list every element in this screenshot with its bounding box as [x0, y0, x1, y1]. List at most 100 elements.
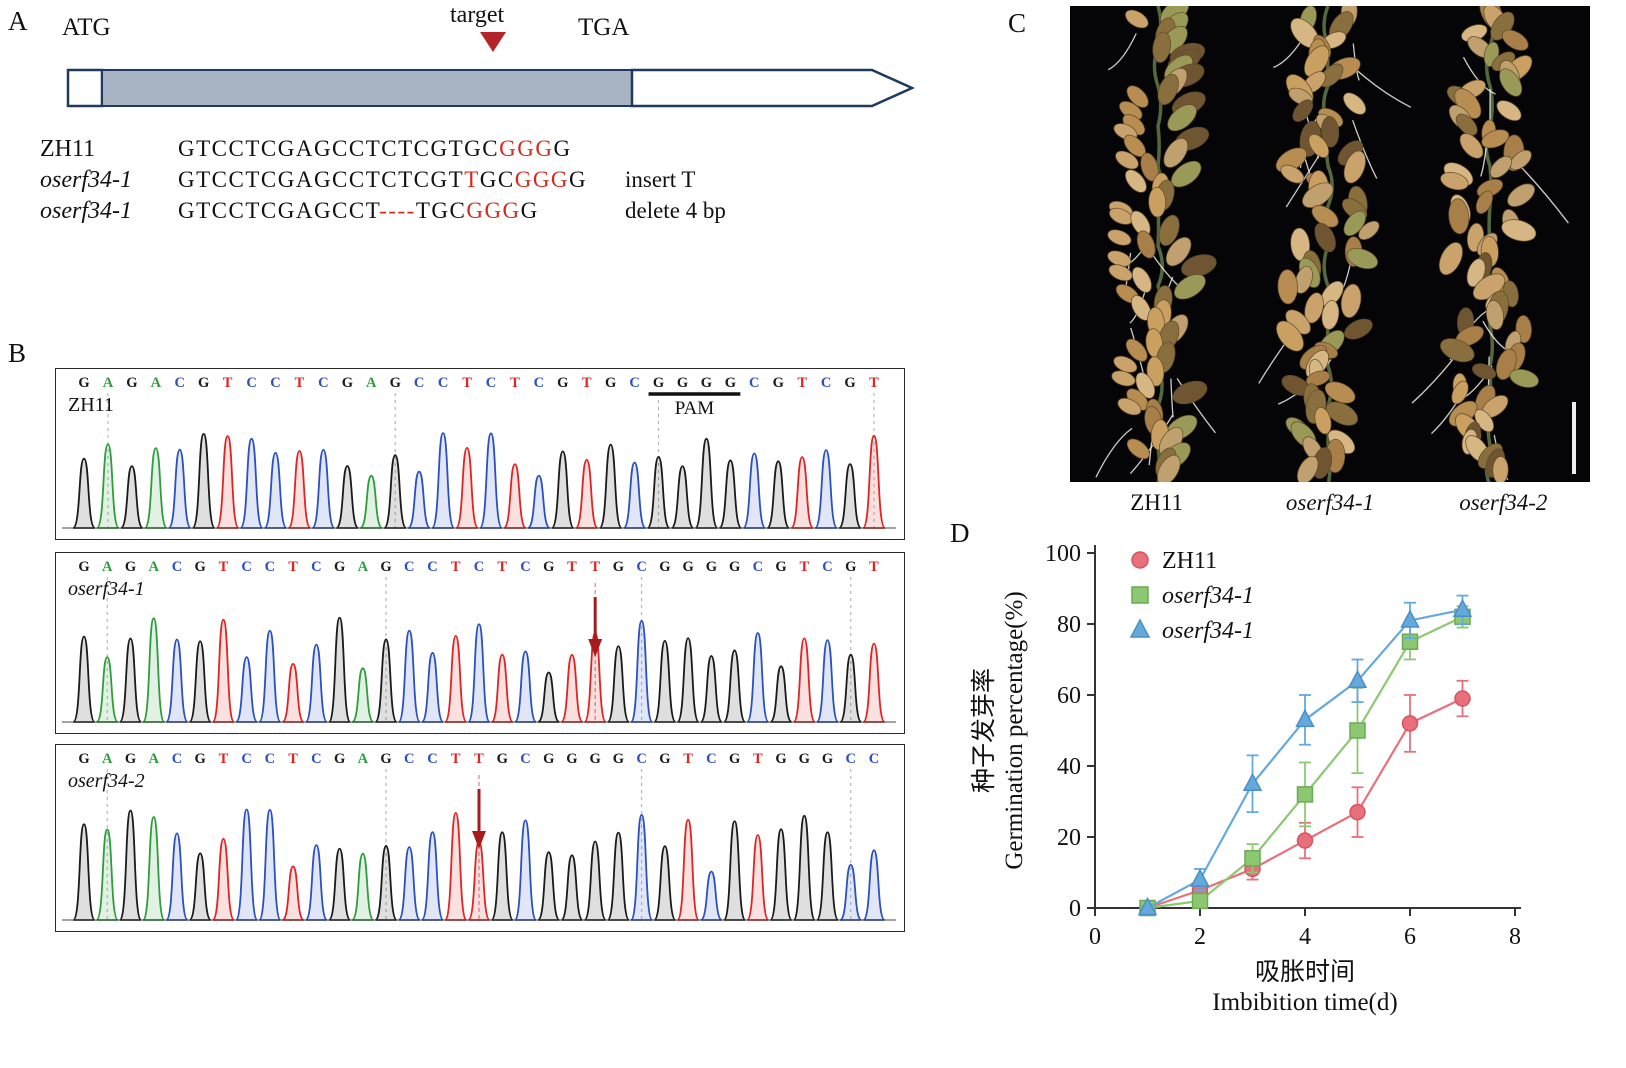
- svg-text:C: C: [629, 375, 639, 391]
- svg-text:T: T: [223, 375, 233, 391]
- svg-text:G: G: [342, 375, 353, 391]
- svg-text:G: G: [198, 375, 209, 391]
- tga-label: TGA: [578, 14, 630, 41]
- chromatogram-trace: G A G A C G T C C T C G A G C C T T G C G G G G C G T C G T G G G C Coserf…: [62, 751, 896, 921]
- mutation-note: delete 4 bp: [625, 198, 726, 223]
- svg-text:T: T: [869, 559, 879, 575]
- sequence-row: ZH11 GTCCTCGAGCCTCTCGTGCGGGG: [40, 136, 572, 167]
- panel-c-label: C: [1008, 8, 1027, 38]
- svg-text:A: A: [358, 751, 369, 767]
- panel-b-label: B: [8, 338, 27, 368]
- svg-text:6: 6: [1404, 924, 1416, 950]
- svg-text:G: G: [543, 751, 554, 767]
- sequence-row-name: ZH11: [40, 136, 96, 162]
- svg-text:G: G: [725, 375, 736, 391]
- svg-text:C: C: [427, 559, 437, 575]
- svg-text:T: T: [753, 751, 763, 767]
- svg-text:G: G: [844, 375, 855, 391]
- svg-text:G: G: [659, 559, 670, 575]
- caption-oserf34-2: oserf34-2: [1459, 490, 1548, 515]
- svg-text:100: 100: [1045, 541, 1081, 567]
- svg-text:A: A: [148, 751, 159, 767]
- germination-chart: 0 20 40 60 80 100 0 2 4 6 8 吸胀时间 Imbibition time(d) 种…: [960, 530, 1620, 1068]
- sequence-row-bases: GTCCTCGAGCCTCTCGTGCGGGG: [178, 136, 572, 161]
- svg-text:A: A: [358, 559, 369, 575]
- svg-text:G: G: [380, 751, 391, 767]
- svg-text:C: C: [869, 751, 879, 767]
- svg-text:A: A: [102, 751, 113, 767]
- svg-text:G: G: [195, 751, 206, 767]
- svg-text:C: C: [241, 751, 251, 767]
- panel-d-label: D: [950, 518, 970, 548]
- svg-text:C: C: [846, 751, 856, 767]
- svg-text:G: G: [334, 559, 345, 575]
- svg-text:G: G: [613, 751, 624, 767]
- sequence-row-name: oserf34-1: [40, 167, 132, 193]
- svg-text:G: G: [557, 375, 568, 391]
- chromatogram-trace: G A G A C G T C C T C G A G C C T C T C G T T G C G G G G C G T C G Toserf…: [62, 559, 896, 723]
- legend-label: ZH11: [1162, 548, 1217, 574]
- svg-text:A: A: [151, 375, 162, 391]
- svg-text:2: 2: [1194, 924, 1206, 950]
- svg-text:T: T: [288, 751, 298, 767]
- svg-text:T: T: [582, 375, 592, 391]
- svg-text:G: G: [613, 559, 624, 575]
- svg-text:C: C: [474, 559, 484, 575]
- svg-text:60: 60: [1057, 683, 1081, 709]
- ylabel-cn: 种子发芽率: [970, 668, 998, 793]
- svg-text:T: T: [451, 751, 461, 767]
- svg-text:G: G: [78, 559, 89, 575]
- pam-label: PAM: [675, 398, 715, 419]
- svg-text:C: C: [318, 375, 328, 391]
- svg-text:A: A: [366, 375, 377, 391]
- xlabel-cn: 吸胀时间: [1255, 958, 1355, 986]
- gene-utr3-arrow: [630, 68, 916, 108]
- caption-zh11: ZH11: [1130, 490, 1184, 515]
- svg-text:C: C: [404, 751, 414, 767]
- svg-text:C: C: [427, 751, 437, 767]
- svg-text:C: C: [265, 751, 275, 767]
- panel-a-label: A: [8, 6, 28, 36]
- svg-text:T: T: [295, 375, 305, 391]
- xlabel-en: Imbibition time(d): [1212, 989, 1397, 1016]
- svg-text:T: T: [510, 375, 520, 391]
- atg-label: ATG: [62, 14, 111, 41]
- svg-text:G: G: [590, 751, 601, 767]
- chromatogram-trace: G A G A C G T C C T C G A G C C T C T C G T G C G G G G C G T C G TPAMZH1…: [62, 375, 896, 529]
- chart-svg: 0 20 40 60 80 100 0 2 4 6 8 吸胀时间 Imbibition time(d) 种…: [970, 541, 1521, 1016]
- svg-text:4: 4: [1299, 924, 1311, 950]
- sequence-row: oserf34-1 GTCCTCGAGCCT----TGCGGGG delete 4…: [40, 198, 726, 229]
- svg-text:G: G: [773, 375, 784, 391]
- svg-text:G: G: [334, 751, 345, 767]
- svg-text:G: G: [845, 559, 856, 575]
- svg-text:G: G: [775, 751, 786, 767]
- svg-text:C: C: [270, 375, 280, 391]
- svg-text:C: C: [534, 375, 544, 391]
- caption-oserf34-1: oserf34-1: [1285, 490, 1375, 515]
- panicle-photo-svg: [1070, 0, 1590, 487]
- svg-text:C: C: [172, 559, 182, 575]
- chromatogram-name: oserf34-1: [68, 578, 145, 600]
- mutation-note: insert T: [625, 167, 696, 192]
- svg-text:G: G: [682, 559, 693, 575]
- svg-text:T: T: [590, 559, 600, 575]
- svg-text:G: G: [605, 375, 616, 391]
- svg-text:G: G: [822, 751, 833, 767]
- sequence-row-name: oserf34-1: [40, 198, 132, 224]
- svg-text:T: T: [451, 559, 461, 575]
- svg-text:G: G: [729, 559, 740, 575]
- svg-text:T: T: [219, 559, 229, 575]
- svg-text:G: G: [706, 559, 717, 575]
- scale-bar: [1572, 402, 1576, 474]
- svg-text:G: G: [78, 375, 89, 391]
- svg-text:T: T: [474, 751, 484, 767]
- svg-text:G: G: [497, 751, 508, 767]
- gene-utr5-box: [66, 68, 104, 108]
- svg-text:0: 0: [1089, 924, 1101, 950]
- target-label: target: [450, 2, 505, 28]
- svg-text:G: G: [799, 751, 810, 767]
- panicle-photo: [1070, 0, 1590, 487]
- svg-text:C: C: [520, 751, 530, 767]
- sequence-row: oserf34-1 GTCCTCGAGCCTCTCGTTGCGGGG insert …: [40, 167, 695, 198]
